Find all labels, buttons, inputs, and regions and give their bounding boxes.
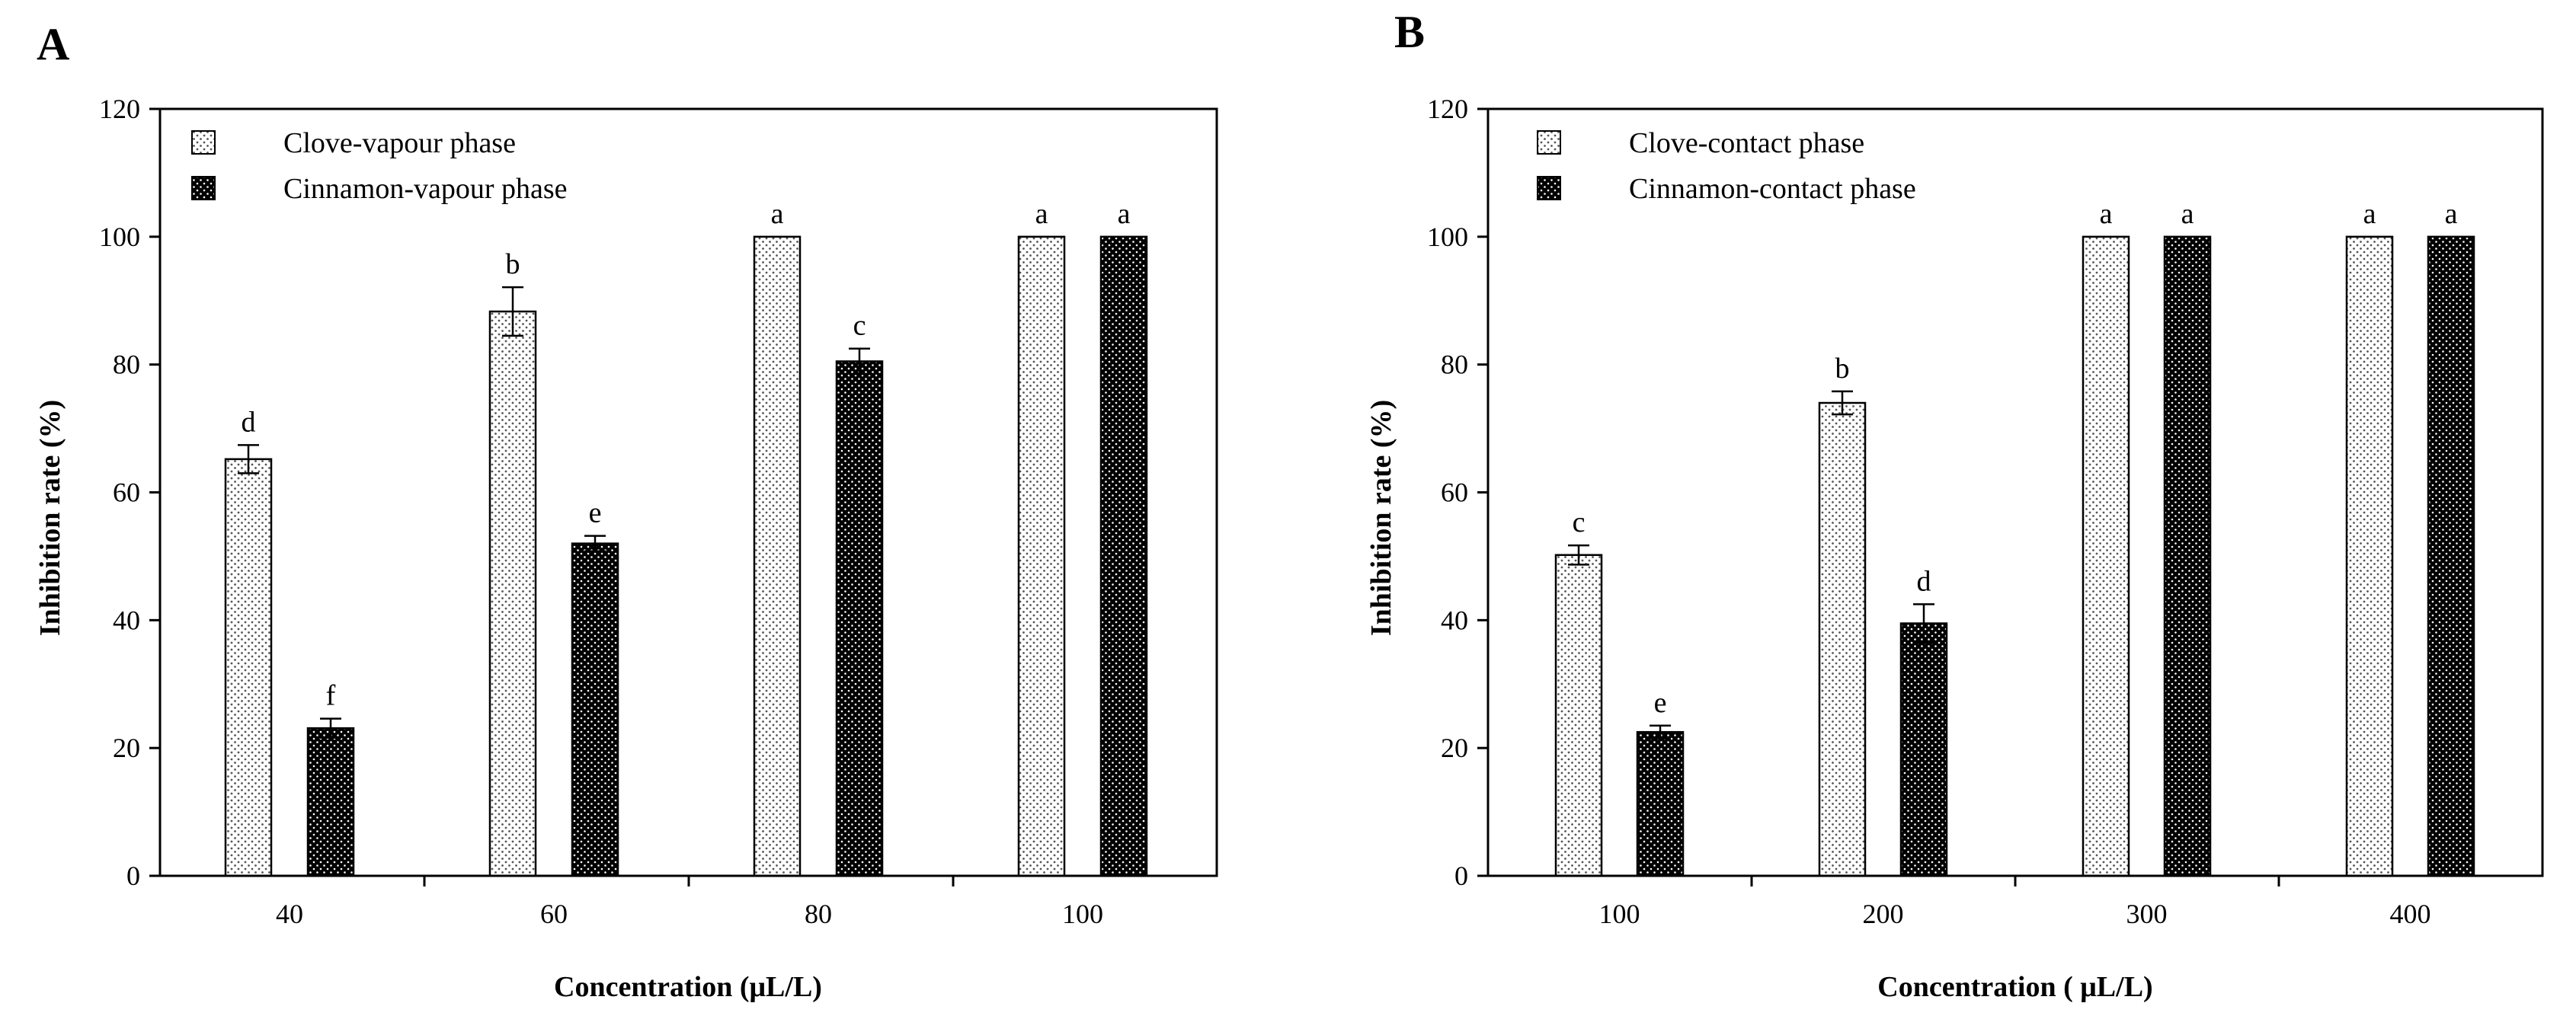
y-tick-label: 60 [1441, 478, 1468, 508]
x-tick-label: 40 [276, 899, 303, 929]
y-tick-label: 80 [113, 350, 140, 380]
x-tick-label: 80 [805, 899, 832, 929]
significance-letter: f [326, 680, 336, 712]
significance-letter: b [1835, 353, 1850, 385]
legend-swatch [191, 130, 216, 155]
bar [2163, 235, 2212, 877]
significance-letter: a [2181, 198, 2194, 230]
x-tick-label: 400 [2390, 899, 2431, 929]
panel-a: A Inhibition rate (%) Concentration (μL/… [34, 19, 1218, 1003]
y-axis-title: Inhibition rate (%) [34, 400, 66, 636]
y-tick-label: 100 [1427, 222, 1468, 252]
x-tick-label: 200 [1863, 899, 1904, 929]
significance-letter: d [1917, 565, 1931, 597]
legend-swatch [1537, 176, 1561, 200]
bar [224, 458, 273, 877]
y-tick-label: 0 [1454, 861, 1468, 891]
significance-letter: c [1573, 506, 1586, 538]
significance-letter: a [1035, 198, 1048, 230]
significance-letter: b [506, 248, 520, 280]
significance-letter: c [853, 310, 866, 342]
axes: 0 20 40 60 80 100 120 100 200 300 400 [1427, 94, 2544, 929]
x-tick-label: 100 [1062, 899, 1103, 929]
bar [2345, 235, 2394, 877]
bar [1636, 730, 1685, 877]
bars: c b a a e d a a [1554, 198, 2475, 877]
y-tick-label: 120 [99, 94, 140, 124]
legend-label: Clove-contact phase [1629, 127, 1864, 159]
panel-b: B Inhibition rate (%) Concentration ( μL… [1365, 7, 2544, 1003]
legend: Clove-vapour phase Cinnamon-vapour phase [191, 127, 568, 205]
bar [1818, 401, 1867, 877]
legend: Clove-contact phase Cinnamon-contact phas… [1537, 127, 1916, 205]
panel-label: B [1394, 7, 1425, 57]
significance-letter: a [1118, 198, 1131, 230]
y-tick-label: 120 [1427, 94, 1468, 124]
y-tick-label: 80 [1441, 350, 1468, 380]
bar [1099, 235, 1148, 877]
legend-label: Clove-vapour phase [283, 127, 516, 159]
bar [306, 727, 355, 877]
bar [1899, 622, 1948, 877]
y-tick-label: 100 [99, 222, 140, 252]
bar [2082, 235, 2130, 877]
y-tick-label: 20 [1441, 733, 1468, 763]
y-tick-label: 0 [126, 861, 140, 891]
x-axis-title: Concentration ( μL/L) [1877, 971, 2152, 1003]
legend-swatch [191, 176, 216, 200]
significance-letter: a [2100, 198, 2113, 230]
bar [753, 235, 802, 877]
legend-swatch [1537, 130, 1561, 155]
x-tick-label: 300 [2126, 899, 2168, 929]
bar [571, 542, 619, 877]
x-tick-label: 60 [540, 899, 568, 929]
axes: 0 20 40 60 80 100 120 40 60 80 100 [99, 94, 1218, 929]
bar [1554, 554, 1603, 877]
x-axis-title: Concentration (μL/L) [554, 971, 822, 1003]
bars: d b a a f e c a [224, 198, 1148, 877]
bar [488, 310, 537, 877]
bar [835, 360, 884, 877]
x-tick-label: 100 [1599, 899, 1640, 929]
bar [2427, 235, 2475, 877]
significance-letter: d [242, 406, 256, 438]
y-tick-label: 20 [113, 733, 140, 763]
significance-letter: a [2363, 198, 2376, 230]
significance-letter: a [771, 198, 784, 230]
significance-letter: e [589, 497, 602, 529]
panel-label: A [37, 19, 69, 69]
y-tick-label: 40 [113, 605, 140, 635]
y-tick-label: 40 [1441, 605, 1468, 635]
bar [1017, 235, 1066, 877]
y-axis-title: Inhibition rate (%) [1365, 400, 1397, 636]
legend-label: Cinnamon-contact phase [1629, 173, 1916, 205]
significance-letter: a [2445, 198, 2458, 230]
significance-letter: e [1654, 687, 1667, 719]
y-tick-label: 60 [113, 478, 140, 508]
legend-label: Cinnamon-vapour phase [283, 173, 568, 205]
